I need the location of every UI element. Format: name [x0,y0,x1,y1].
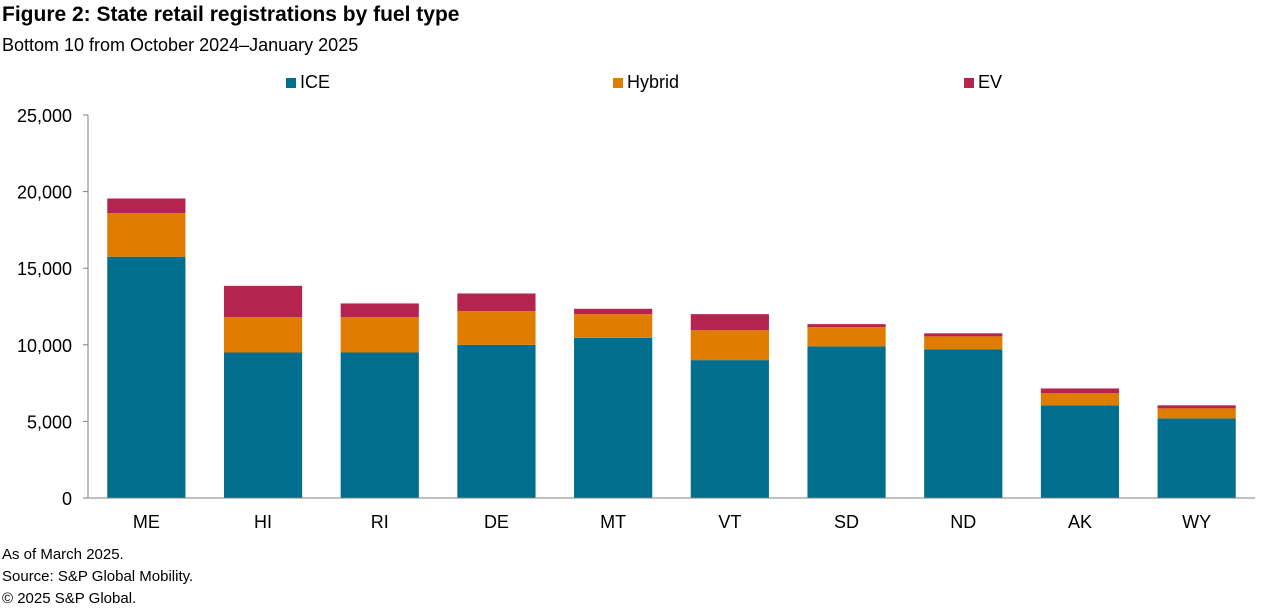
y-tick-label: 5,000 [27,412,72,432]
legend-item-ice: ICE [286,72,330,93]
bar-hybrid-nd [924,336,1003,350]
bar-ice-de [457,344,536,498]
bar-ev-ri [340,303,419,318]
bar-ev-de [457,293,536,312]
bar-ice-wy [1157,418,1236,498]
bar-hybrid-de [457,311,536,345]
legend-label-hybrid: Hybrid [627,72,680,92]
chart-legend: ICE Hybrid EV [0,72,1280,96]
bar-hybrid-mt [574,314,653,338]
bar-ev-me [107,198,186,214]
x-tick-label: SD [834,512,859,532]
legend-swatch-ice [286,77,296,88]
y-tick-label: 25,000 [17,106,72,126]
bar-ev-sd [807,324,886,328]
x-tick-label: DE [484,512,509,532]
x-tick-label: VT [718,512,741,532]
bar-ice-sd [807,346,886,498]
bar-ev-wy [1157,405,1236,409]
x-tick-label: MT [600,512,626,532]
y-tick-label: 0 [62,489,72,509]
bar-ev-nd [924,333,1003,337]
chart-notes: As of March 2025. Source: S&P Global Mob… [2,544,193,610]
x-tick-label: AK [1068,512,1092,532]
chart-title: Figure 2: State retail registrations by … [2,3,460,26]
y-tick-label: 15,000 [17,259,72,279]
bar-ev-mt [574,308,653,315]
legend-label-ev: EV [978,72,1003,92]
x-tick-label: ME [133,512,160,532]
bar-hybrid-ak [1040,393,1120,406]
bar-ev-vt [690,314,769,331]
chart-subtitle: Bottom 10 from October 2024–January 2025 [2,35,359,55]
bar-hybrid-sd [807,327,886,347]
bar-ice-ri [340,352,419,498]
x-tick-label: WY [1182,512,1211,532]
bar-ev-ak [1040,388,1120,394]
x-tick-label: HI [254,512,272,532]
bar-hybrid-hi [223,317,303,353]
bar-ice-mt [574,337,653,498]
legend-item-ev: EV [964,72,1002,93]
bar-ice-ak [1040,405,1120,498]
legend-item-hybrid: Hybrid [613,72,679,93]
x-tick-label: RI [371,512,389,532]
legend-label-ice: ICE [300,72,331,92]
bar-ice-hi [223,352,303,498]
note-as-of: As of March 2025. [2,546,124,563]
note-source: Source: S&P Global Mobility. [2,568,194,585]
legend-swatch-hybrid [613,77,623,88]
y-tick-label: 10,000 [17,336,72,356]
bar-hybrid-wy [1157,408,1236,419]
note-copyright: © 2025 S&P Global. [2,590,137,607]
legend-swatch-ev [964,77,974,88]
bar-ice-me [107,256,186,498]
bar-ev-hi [223,285,303,318]
y-tick-label: 20,000 [17,183,72,203]
bar-hybrid-vt [690,330,769,361]
bar-hybrid-ri [340,317,419,353]
x-tick-label: ND [950,512,976,532]
bar-hybrid-me [107,213,186,257]
bar-ice-nd [924,349,1003,498]
bar-ice-vt [690,360,769,498]
